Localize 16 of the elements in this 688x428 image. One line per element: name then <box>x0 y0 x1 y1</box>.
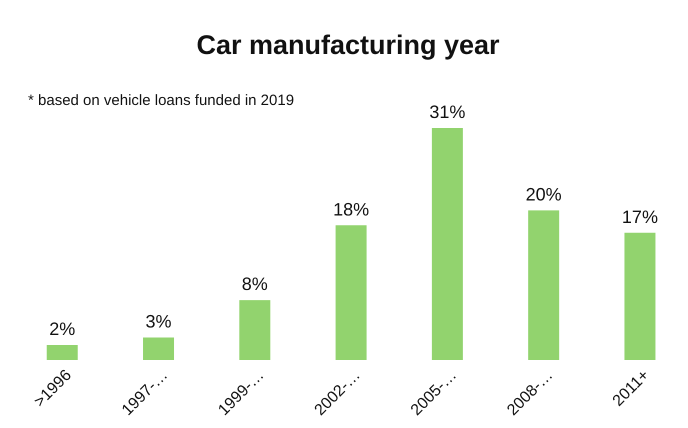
bar <box>528 210 560 360</box>
chart-title: Car manufacturing year <box>195 30 501 61</box>
bar <box>624 232 656 360</box>
data-label: 8% <box>242 274 268 294</box>
bar <box>432 128 463 360</box>
bar <box>336 225 367 360</box>
data-label: 18% <box>333 199 370 220</box>
data-label: 17% <box>622 206 658 227</box>
bar <box>143 338 174 360</box>
bar <box>239 300 270 360</box>
text: * based on vehicle loans funded in 2019 <box>28 92 294 109</box>
data-label: 20% <box>526 184 562 204</box>
data-label: 31% <box>429 102 466 122</box>
data-label: 3% <box>146 312 172 332</box>
bar <box>46 345 78 360</box>
data-label: 2% <box>49 319 76 340</box>
